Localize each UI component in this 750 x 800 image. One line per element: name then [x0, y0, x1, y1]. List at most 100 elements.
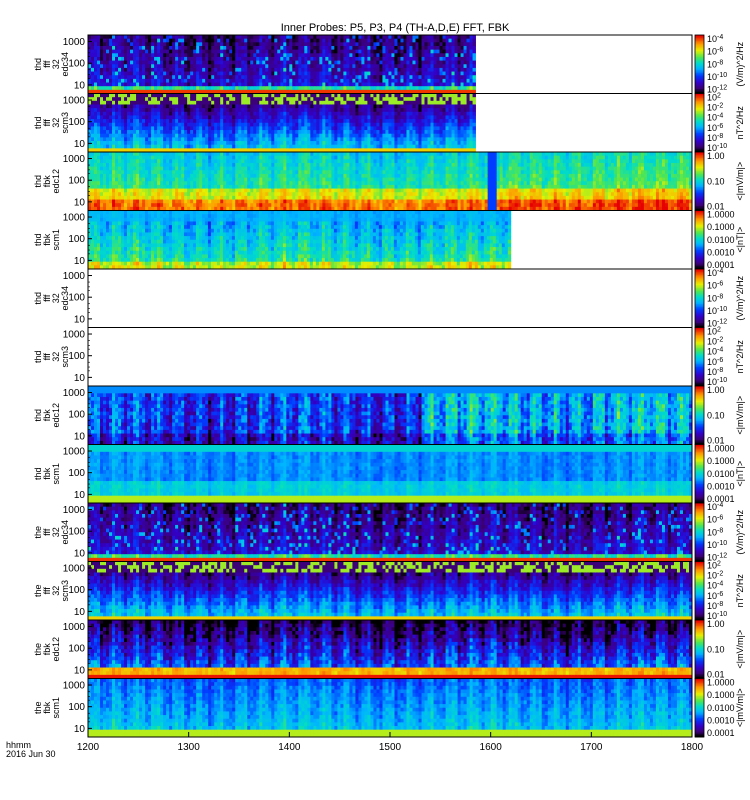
heatmap-cell	[163, 82, 167, 87]
heatmap-cell	[145, 141, 149, 146]
heatmap-cell	[172, 35, 176, 40]
heatmap-cell	[214, 82, 218, 87]
heatmap-cell	[400, 141, 404, 146]
heatmap-cell	[157, 111, 161, 116]
heatmap-cell	[115, 195, 119, 200]
heatmap-cell	[205, 100, 209, 105]
heatmap-cell	[205, 122, 209, 127]
heatmap-cell	[88, 148, 92, 153]
heatmap-cell	[337, 42, 341, 47]
heatmap-cell	[232, 49, 236, 54]
heatmap-cell	[235, 141, 239, 146]
heatmap-cell	[325, 64, 329, 69]
heatmap-cell	[142, 195, 146, 200]
heatmap-cell	[214, 89, 218, 94]
colorbar-cell	[695, 40, 704, 43]
heatmap-cell	[241, 119, 245, 124]
heatmap-cell	[376, 133, 380, 138]
heatmap-cell	[244, 111, 248, 116]
heatmap-cell	[373, 86, 377, 91]
heatmap-cell	[100, 177, 104, 182]
heatmap-cell	[259, 35, 263, 40]
heatmap-cell	[451, 75, 455, 80]
heatmap-cell	[385, 93, 389, 98]
heatmap-cell	[157, 122, 161, 127]
heatmap-cell	[313, 60, 317, 65]
heatmap-cell	[244, 75, 248, 80]
heatmap-cell	[229, 45, 233, 51]
heatmap-cell	[394, 86, 398, 91]
heatmap-cell	[421, 75, 425, 80]
heatmap-cell	[241, 38, 245, 43]
heatmap-cell	[214, 195, 218, 200]
heatmap-cell	[175, 195, 179, 200]
heatmap-cell	[151, 188, 155, 193]
heatmap-cell	[142, 53, 146, 58]
heatmap-cell	[277, 100, 281, 105]
heatmap-cell	[196, 64, 200, 69]
heatmap-cell	[313, 122, 317, 127]
heatmap-cell	[313, 75, 317, 80]
heatmap-cell	[211, 45, 215, 51]
heatmap-cell	[406, 56, 410, 61]
heatmap-cell	[160, 133, 164, 138]
heatmap-cell	[442, 133, 446, 138]
heatmap-cell	[238, 122, 242, 127]
heatmap-cell	[412, 49, 416, 54]
heatmap-cell	[469, 89, 473, 94]
heatmap-cell	[184, 144, 188, 149]
heatmap-cell	[115, 192, 119, 197]
heatmap-cell	[355, 97, 359, 102]
heatmap-cell	[211, 141, 215, 146]
heatmap-cell	[133, 195, 137, 200]
heatmap-cell	[220, 82, 224, 87]
heatmap-cell	[322, 71, 326, 76]
heatmap-cell	[223, 173, 227, 178]
heatmap-cell	[208, 162, 212, 168]
heatmap-cell	[157, 170, 161, 175]
heatmap-cell	[295, 148, 299, 153]
heatmap-cell	[160, 148, 164, 153]
heatmap-cell	[442, 53, 446, 58]
heatmap-cell	[397, 93, 401, 98]
heatmap-cell	[259, 93, 263, 98]
heatmap-cell	[436, 60, 440, 65]
heatmap-cell	[295, 100, 299, 105]
heatmap-cell	[322, 148, 326, 153]
heatmap-cell	[154, 115, 158, 120]
heatmap-cell	[433, 133, 437, 138]
heatmap-cell	[109, 199, 113, 204]
heatmap-cell	[433, 108, 437, 113]
heatmap-cell	[307, 56, 311, 61]
heatmap-cell	[394, 119, 398, 124]
heatmap-cell	[121, 203, 125, 208]
heatmap-cell	[364, 38, 368, 43]
heatmap-cell	[136, 166, 140, 171]
heatmap-cell	[109, 137, 113, 142]
heatmap-cell	[397, 60, 401, 65]
heatmap-cell	[103, 181, 107, 186]
heatmap-cell	[373, 42, 377, 47]
heatmap-cell	[220, 104, 224, 109]
heatmap-cell	[400, 108, 404, 113]
heatmap-cell	[439, 148, 443, 153]
heatmap-cell	[202, 133, 206, 138]
heatmap-cell	[436, 119, 440, 124]
heatmap-cell	[163, 203, 167, 208]
heatmap-cell	[343, 104, 347, 109]
heatmap-cell	[439, 137, 443, 142]
heatmap-cell	[229, 75, 233, 80]
heatmap-cell	[388, 49, 392, 54]
heatmap-cell	[175, 130, 179, 135]
heatmap-cell	[220, 148, 224, 153]
heatmap-cell	[442, 86, 446, 91]
heatmap-cell	[142, 97, 146, 102]
heatmap-cell	[181, 170, 185, 175]
heatmap-cell	[136, 35, 140, 40]
heatmap-cell	[121, 42, 125, 47]
heatmap-cell	[289, 137, 293, 142]
colorbar-tick-label: 10-6	[707, 47, 723, 57]
heatmap-cell	[421, 82, 425, 87]
heatmap-cell	[355, 60, 359, 65]
heatmap-cell	[340, 45, 344, 51]
